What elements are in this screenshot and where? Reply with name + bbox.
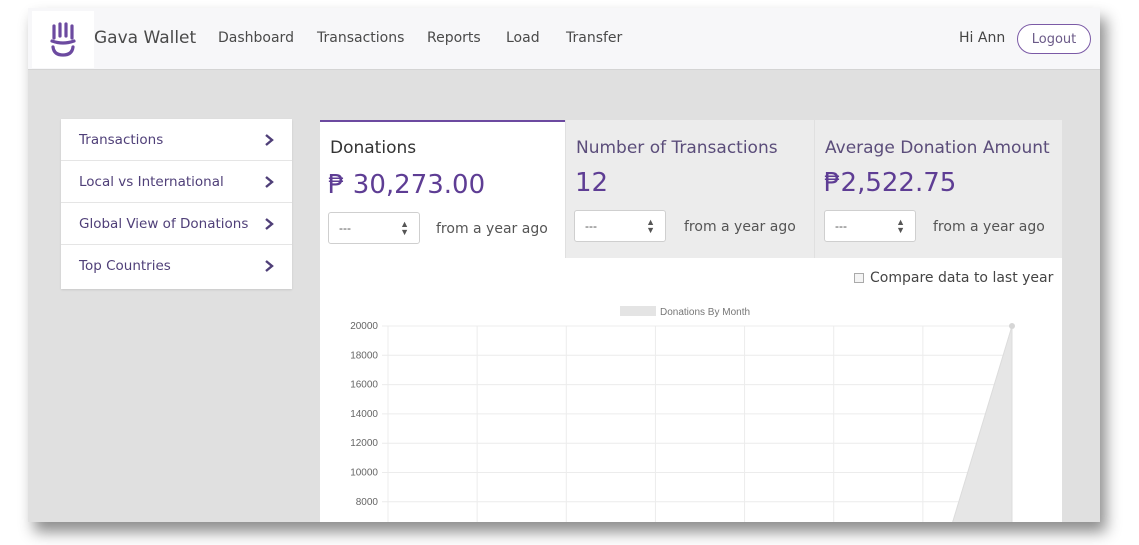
- period-select[interactable]: --- ▲ ▼: [824, 210, 916, 242]
- y-tick-label: 18000: [350, 350, 378, 361]
- y-tick-label: 10000: [350, 468, 378, 479]
- reports-sidebar: Transactions Local vs International Glob…: [61, 119, 292, 289]
- sidebar-item-label: Local vs International: [79, 173, 224, 190]
- card-suffix: from a year ago: [436, 221, 548, 237]
- card-title: Donations: [330, 138, 417, 158]
- y-tick-label: 12000: [350, 438, 378, 449]
- card-number-of-transactions[interactable]: Number of Transactions 12 --- ▲ ▼ from a …: [566, 120, 814, 258]
- sidebar-item-local-vs-international[interactable]: Local vs International: [61, 161, 292, 203]
- select-arrows-icon: ▲ ▼: [896, 217, 905, 235]
- user-greeting: Hi Ann: [959, 30, 1006, 46]
- card-suffix: from a year ago: [684, 219, 796, 235]
- card-value: 12: [575, 168, 609, 198]
- logout-button[interactable]: Logout: [1017, 24, 1091, 54]
- select-value: ---: [835, 219, 847, 233]
- chart-panel: Donations By Month 20000 18000 16000 14000 12…: [320, 258, 1062, 522]
- card-suffix: from a year ago: [933, 219, 1045, 235]
- select-value: ---: [339, 221, 351, 235]
- legend-label: Donations By Month: [660, 307, 750, 318]
- y-tick-label: 20000: [350, 321, 378, 332]
- compare-label: Compare data to last year: [870, 270, 1054, 286]
- select-arrows-icon: ▲ ▼: [400, 219, 409, 237]
- data-point: [1009, 323, 1015, 329]
- card-title: Number of Transactions: [576, 138, 778, 158]
- sidebar-item-global-view[interactable]: Global View of Donations: [61, 203, 292, 245]
- card-value: ₱2,522.75: [824, 168, 957, 198]
- compare-checkbox[interactable]: [854, 273, 864, 283]
- sidebar-item-label: Transactions: [79, 131, 164, 148]
- logo[interactable]: [32, 11, 94, 68]
- card-title: Average Donation Amount: [825, 138, 1050, 158]
- chevron-right-icon: [265, 175, 274, 188]
- period-select[interactable]: --- ▲ ▼: [574, 210, 666, 242]
- sidebar-item-label: Top Countries: [79, 258, 171, 274]
- period-select[interactable]: --- ▲ ▼: [328, 212, 420, 244]
- card-average-donation[interactable]: Average Donation Amount ₱2,522.75 --- ▲ ▼…: [815, 120, 1062, 258]
- select-arrows-icon: ▲ ▼: [646, 217, 655, 235]
- select-value: ---: [585, 219, 597, 233]
- sidebar-item-label: Global View of Donations: [79, 215, 249, 232]
- nav-dashboard[interactable]: Dashboard: [218, 30, 294, 46]
- navbar: Gava Wallet Dashboard Transactions Repor…: [28, 8, 1100, 70]
- chevron-right-icon: [265, 133, 274, 146]
- brand-name[interactable]: Gava Wallet: [94, 28, 197, 48]
- y-tick-label: 14000: [350, 409, 378, 420]
- nav-load[interactable]: Load: [506, 30, 540, 46]
- card-value: ₱ 30,273.00: [328, 170, 486, 200]
- card-donations[interactable]: Donations ₱ 30,273.00 --- ▲ ▼ from a year…: [320, 120, 565, 258]
- legend-swatch: [620, 306, 656, 316]
- nav-reports[interactable]: Reports: [427, 30, 481, 46]
- chevron-right-icon: [265, 260, 274, 272]
- nav-transactions[interactable]: Transactions: [317, 30, 405, 46]
- donations-chart: Donations By Month 20000 18000 16000 14000 12…: [350, 306, 1015, 522]
- hand-logo-icon: [50, 21, 76, 57]
- nav-transfer[interactable]: Transfer: [566, 30, 623, 46]
- y-tick-label: 16000: [350, 380, 378, 391]
- sidebar-item-top-countries[interactable]: Top Countries: [61, 245, 292, 287]
- sidebar-item-transactions[interactable]: Transactions: [61, 119, 292, 161]
- y-tick-label: 8000: [356, 497, 379, 508]
- series-area: [952, 325, 1013, 522]
- compare-toggle[interactable]: Compare data to last year: [854, 270, 1053, 286]
- app-window: Gava Wallet Dashboard Transactions Repor…: [28, 8, 1100, 522]
- chevron-right-icon: [265, 217, 274, 230]
